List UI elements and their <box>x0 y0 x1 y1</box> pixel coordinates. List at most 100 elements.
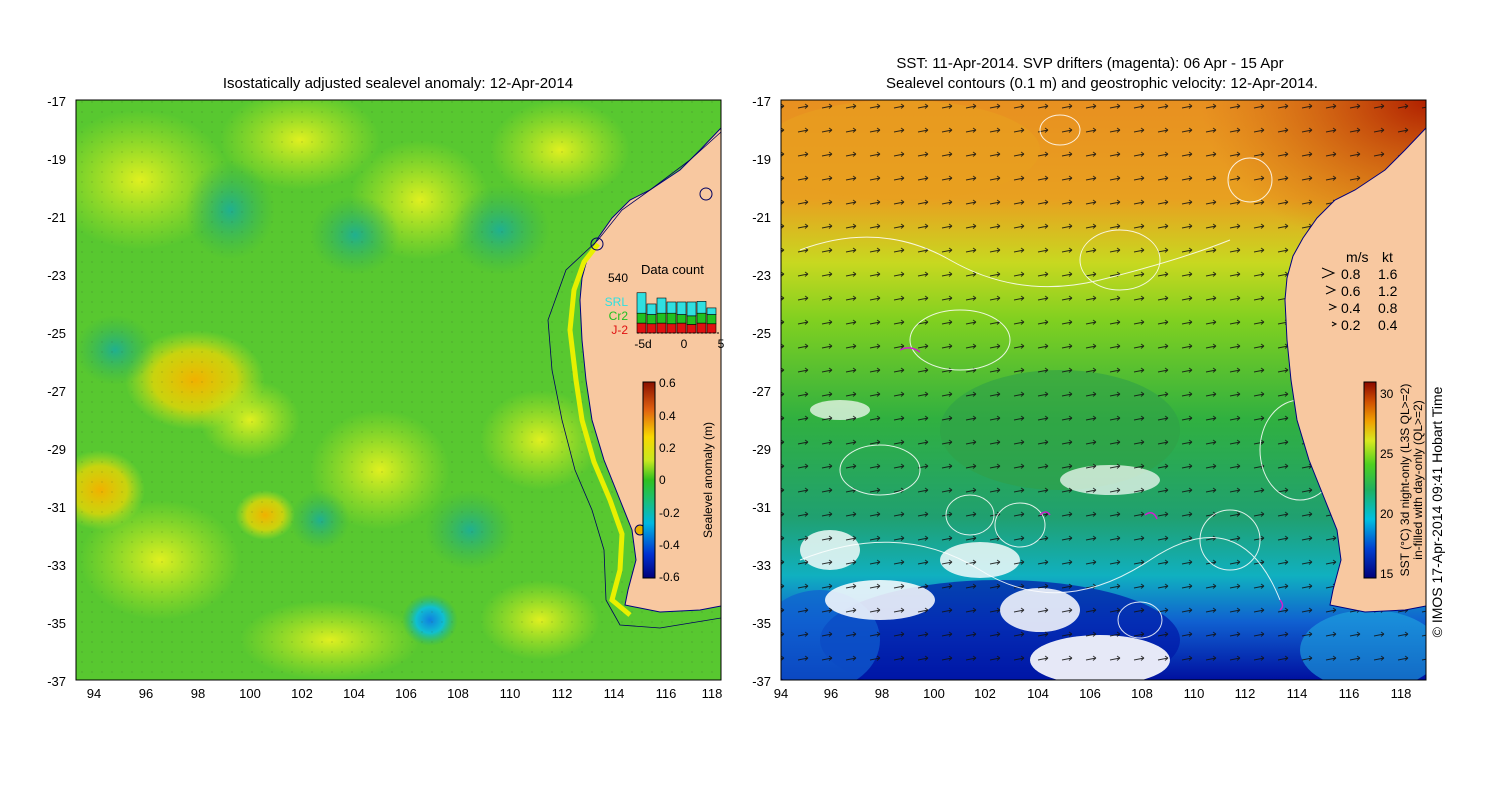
left-lon-axis: 94 96 98 100 102 104 106 108 110 112 114… <box>87 686 723 701</box>
left-map-panel: Isostatically adjusted sealevel anomaly:… <box>47 75 724 701</box>
velocity-kt: 0.4 <box>1378 317 1398 333</box>
lon-tick: 112 <box>552 686 573 701</box>
lat-tick: -19 <box>752 152 771 167</box>
inset-x-tick: 0 <box>681 337 688 351</box>
sla-colorbar-tick: 0.2 <box>659 441 676 455</box>
lon-tick: 96 <box>139 686 153 701</box>
data-count-bar-cr2 <box>656 312 667 324</box>
sla-colorbar-tick: -0.6 <box>659 570 680 584</box>
data-count-bars <box>636 292 717 334</box>
sla-colorbar-tick: 0 <box>659 473 666 487</box>
data-count-bar-j2 <box>676 322 687 334</box>
lat-tick: -27 <box>47 384 66 399</box>
lat-tick: -17 <box>752 94 771 109</box>
lon-tick: 94 <box>774 686 788 701</box>
lat-tick: -31 <box>47 500 66 515</box>
data-count-max: 540 <box>608 271 628 285</box>
data-count-bar-srl <box>636 292 647 314</box>
lat-tick: -19 <box>47 152 66 167</box>
data-count-bar-j2 <box>696 322 707 334</box>
sla-colorbar-tick: -0.4 <box>659 538 680 552</box>
left-coastal-track <box>567 242 632 617</box>
legend-cr2: Cr2 <box>609 309 629 323</box>
lon-tick: 110 <box>1184 686 1205 701</box>
data-count-bar-srl <box>656 297 667 314</box>
sealevel-anomaly-field <box>76 100 721 680</box>
left-lat-axis: -17 -19 -21 -23 -25 -27 -29 -31 -33 -35 … <box>47 94 66 689</box>
right-panel-title-line1: SST: 11-Apr-2014. SVP drifters (magenta)… <box>896 55 1283 72</box>
sst-colorbar-label-line1: SST (°C) 3d night-only (L3S QL>=2) <box>1398 384 1412 577</box>
sla-colorbar-tick: -0.2 <box>659 506 680 520</box>
lat-tick: -23 <box>752 268 771 283</box>
lon-tick: 108 <box>1131 686 1153 701</box>
velocity-ms: 0.2 <box>1341 317 1361 333</box>
velocity-kt: 1.2 <box>1378 283 1398 299</box>
data-count-bar-cr2 <box>686 315 697 325</box>
lon-tick: 116 <box>656 686 677 701</box>
velocity-arrow-icon <box>1328 303 1338 311</box>
lon-tick: 118 <box>1391 686 1412 701</box>
right-panel-title-line2: Sealevel contours (0.1 m) and geostrophi… <box>886 75 1318 92</box>
lon-tick: 98 <box>875 686 889 701</box>
data-count-inset: Data count 540 SRL Cr2 J-2 -5d 0 5 <box>605 262 725 351</box>
lat-tick: -29 <box>47 442 66 457</box>
lat-tick: -25 <box>752 326 771 341</box>
data-count-title: Data count <box>641 262 704 277</box>
left-depth-contour <box>547 131 721 629</box>
lon-tick: 110 <box>500 686 521 701</box>
sst-colorbar-tick: 15 <box>1380 567 1394 581</box>
lat-tick: -35 <box>752 616 771 631</box>
sla-colorbar-tick: 0.6 <box>659 376 676 390</box>
data-count-bar-cr2 <box>696 312 707 324</box>
sst-colorbar-label-line2: in-filled with day-only (QL>=2) <box>1411 400 1425 559</box>
lat-tick: -31 <box>752 500 771 515</box>
right-map-frame <box>780 99 1427 681</box>
svp-drifter-tracks <box>899 347 1284 611</box>
left-land-mass <box>579 127 721 613</box>
lat-tick: -33 <box>47 558 66 573</box>
lat-tick: -35 <box>47 616 66 631</box>
lon-tick: 106 <box>1079 686 1101 701</box>
sst-field <box>781 100 1426 680</box>
lat-tick: -21 <box>47 210 66 225</box>
lat-tick: -37 <box>47 674 66 689</box>
lon-tick: 94 <box>87 686 101 701</box>
lon-tick: 112 <box>1235 686 1256 701</box>
sst-colorbar-ramp <box>1363 381 1377 579</box>
imos-credit: © IMOS 17-Apr-2014 09:41 Hobart Time <box>1429 386 1445 637</box>
sla-colorbar-label: Sealevel anomaly (m) <box>701 422 715 538</box>
lat-tick: -27 <box>752 384 771 399</box>
data-count-bar-srl <box>686 301 697 317</box>
data-count-bar-cr2 <box>666 312 677 325</box>
lon-tick: 108 <box>447 686 469 701</box>
lon-tick: 104 <box>1027 686 1049 701</box>
right-lat-axis: -17 -19 -21 -23 -25 -27 -29 -31 -33 -35 … <box>752 94 771 689</box>
data-count-bar-j2 <box>636 322 647 334</box>
sst-colorbar-tick: 30 <box>1380 387 1394 401</box>
tide-gauge-marker <box>699 187 713 201</box>
data-count-bar-cr2 <box>646 314 657 325</box>
data-count-bar-j2 <box>666 323 677 334</box>
sst-colorbar-tick: 20 <box>1380 507 1394 521</box>
sealevel-contours <box>799 114 1341 639</box>
lon-tick: 118 <box>702 686 723 701</box>
velocity-unit-kt: kt <box>1382 249 1393 265</box>
data-count-bar-srl <box>696 301 707 314</box>
tide-gauge-marker <box>590 237 604 251</box>
velocity-kt: 1.6 <box>1378 266 1398 282</box>
lat-tick: -21 <box>752 210 771 225</box>
lon-tick: 96 <box>824 686 838 701</box>
sst-colorbar-tick: 25 <box>1380 447 1394 461</box>
lon-tick: 114 <box>1287 686 1308 701</box>
velocity-kt: 0.8 <box>1378 300 1398 316</box>
data-count-bar-srl <box>646 303 657 315</box>
sst-colorbar: 30 25 20 15 SST (°C) 3d night-only (L3S … <box>1363 381 1425 581</box>
lat-tick: -29 <box>752 442 771 457</box>
sla-colorbar-ramp <box>642 381 656 579</box>
legend-srl: SRL <box>605 295 629 309</box>
data-count-bar-cr2 <box>676 314 687 324</box>
velocity-arrow-icon <box>1331 321 1338 327</box>
lon-tick: 106 <box>395 686 417 701</box>
lat-tick: -25 <box>47 326 66 341</box>
